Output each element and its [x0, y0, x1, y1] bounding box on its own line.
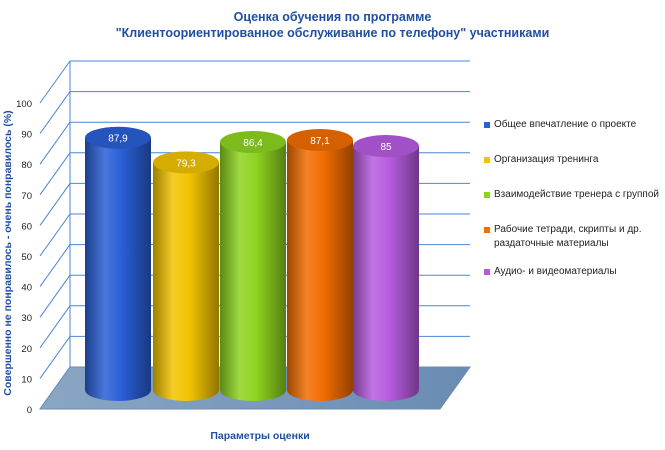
bar-top: [85, 126, 151, 149]
gridline-side: [39, 91, 71, 134]
data-label: 79,3: [176, 158, 196, 169]
legend-item: Аудио- и видеоматериалы: [484, 265, 665, 279]
legend-label-line2: раздаточные материалы: [494, 238, 609, 249]
data-label: 87,1: [310, 136, 330, 147]
gridline-side: [39, 244, 71, 287]
legend: Общее впечатление о проекте Организация …: [484, 118, 665, 300]
bar-top: [153, 151, 219, 174]
gridline-side: [39, 305, 71, 349]
legend-swatch: [484, 192, 490, 198]
bar-top: [287, 129, 353, 152]
bar-body: [220, 142, 286, 402]
bar-top: [220, 131, 286, 154]
legend-item: Взаимодействие тренера с группой: [484, 188, 665, 202]
x-axis-label: Параметры оценки: [210, 430, 310, 442]
bar: [153, 151, 219, 401]
bar-body: [153, 162, 219, 401]
y-tick-label: 10: [21, 374, 32, 385]
legend-swatch: [484, 227, 490, 233]
y-tick-label: 90: [21, 130, 32, 141]
chart-title: Оценка обучения по программе: [233, 10, 432, 24]
legend-label: Взаимодействие тренера с группой: [494, 189, 659, 200]
legend-swatch: [484, 157, 490, 163]
bar-body: [353, 146, 419, 401]
bar: [287, 129, 353, 401]
legend-item: Организация тренинга: [484, 153, 665, 167]
y-tick-label: 30: [21, 313, 32, 324]
gridline-side: [39, 336, 71, 379]
bar-body: [85, 137, 151, 401]
legend-item: Рабочие тетради, скрипты и др. раздаточн…: [484, 223, 665, 251]
legend-item: Общее впечатление о проекте: [484, 118, 665, 132]
legend-label: Организация тренинга: [494, 154, 599, 165]
legend-label: Общее впечатление о проекте: [494, 119, 637, 130]
y-tick-label: 0: [27, 405, 32, 416]
bar-top: [353, 135, 419, 158]
y-axis-label: Совершенно не понравилось - очень понрав…: [2, 110, 14, 396]
bar: [353, 135, 419, 401]
legend-label: Аудио- и видеоматериалы: [494, 266, 617, 277]
bar-body: [287, 140, 353, 401]
gridline-side: [39, 183, 71, 226]
y-tick-label: 40: [21, 283, 32, 294]
legend-swatch: [484, 269, 490, 275]
bar: [220, 131, 286, 402]
y-tick-label: 80: [21, 160, 32, 171]
y-tick-label: 100: [16, 99, 32, 110]
data-label: 87,9: [108, 134, 128, 145]
gridline-side: [39, 152, 71, 196]
y-tick-label: 20: [21, 344, 32, 355]
data-label: 86,4: [243, 138, 263, 149]
chart-subtitle: "Клиентоориентированное обслуживание по …: [115, 26, 550, 40]
gridline-side: [39, 274, 71, 318]
y-tick-label: 60: [21, 221, 32, 232]
gridline-side: [39, 60, 71, 104]
y-tick-label: 70: [21, 191, 32, 202]
legend-swatch: [484, 122, 490, 128]
legend-label: Рабочие тетради, скрипты и др.: [494, 224, 642, 235]
gridline-side: [39, 121, 71, 165]
gridline-side: [39, 213, 71, 257]
y-tick-label: 50: [21, 252, 32, 263]
data-label: 85: [380, 142, 392, 153]
bar: [85, 126, 151, 401]
